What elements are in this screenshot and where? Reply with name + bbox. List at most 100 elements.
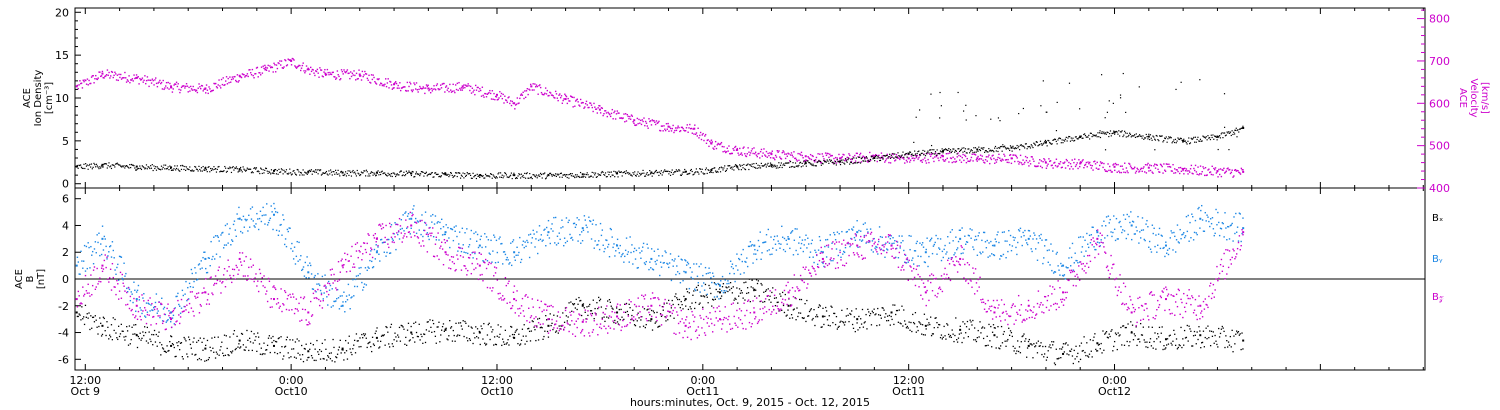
density-sample [814,159,816,162]
velocity-sample [504,95,506,97]
density-sample [683,171,685,173]
bx-point [856,318,859,321]
density-sample [1157,138,1159,141]
bx-sample [109,334,111,336]
density-sample [671,169,673,171]
bx-sample [125,335,127,338]
density-sample [912,154,914,157]
bx-sample [82,318,84,320]
density-sample [690,168,692,171]
by-sample [196,279,198,281]
density-sample [914,150,916,152]
bx-sample [96,326,98,328]
velocity-sample [783,151,785,153]
density-sample [348,174,350,176]
density-sample [145,167,147,169]
bx-sample [257,336,260,338]
density-sample [539,172,542,174]
density-sample [523,176,525,179]
bx-sample [351,353,353,356]
density-sample [724,165,726,167]
velocity-sample [601,107,604,110]
bx-sample [226,347,228,350]
velocity-sample [356,78,359,80]
velocity-sample [1189,171,1191,173]
velocity-sample [322,76,324,78]
bx-sample [197,339,200,342]
by-sample [213,236,215,238]
density-sample [387,172,389,174]
bx-sample [1238,334,1240,336]
bx-sample [605,308,607,310]
density-sample [1154,139,1157,141]
bx-sample [589,310,592,312]
velocity-sample [270,66,272,69]
density-sample [545,177,547,179]
density-sample [824,161,826,163]
density-sample [241,171,243,173]
bx-sample [1051,341,1053,343]
density-spike [1108,100,1110,102]
by-sample [199,268,202,270]
velocity-sample [599,105,601,107]
velocity-sample [127,80,129,82]
bx-sample [423,333,425,335]
density-sample [82,167,84,170]
density-sample [673,172,675,174]
velocity-sample [548,94,550,97]
velocity-sample [525,90,528,92]
density-sample [340,170,343,172]
density-sample [128,167,130,169]
by-sample [240,219,243,221]
density-sample [547,173,549,176]
velocity-sample [983,161,985,164]
velocity-sample [849,154,851,157]
bx-sample [501,344,503,347]
bx-sample [381,334,384,336]
velocity-y-tick-label: 800 [1429,13,1450,26]
bx-sample [491,331,493,333]
bx-sample [449,319,451,322]
bx-sample [975,340,978,343]
velocity-sample [444,86,447,88]
bx-sample [107,326,109,329]
bx-sample [144,331,147,334]
density-sample [1239,128,1242,130]
velocity-sample [151,78,154,80]
density-sample [583,175,585,177]
density-sample [1074,139,1076,142]
bx-sample [834,312,836,315]
bx-sample [1007,338,1009,341]
density-sample [675,169,677,171]
velocity-sample [434,89,437,91]
velocity-sample [991,155,993,157]
density-sample [485,175,488,177]
bx-sample [826,319,829,321]
density-sample [559,172,562,175]
velocity-sample [994,159,997,161]
velocity-sample [969,159,972,161]
velocity-sample [532,83,534,85]
bx-sample [266,349,268,351]
bx-sample [338,346,341,348]
bx-sample [370,346,372,348]
by-sample [171,317,174,319]
by-sample [396,223,398,225]
velocity-sample [763,148,765,150]
by-sample [425,224,428,226]
velocity-sample [809,158,811,160]
density-sample [761,165,763,167]
bx-point [101,324,104,327]
bx-sample [949,334,952,337]
velocity-sample [507,97,509,99]
by-sample [395,248,397,251]
bx-sample [446,338,448,340]
density-sample [187,168,189,170]
bx-sample [285,339,288,341]
velocity-sample [959,155,962,157]
bx-sample [1078,345,1081,347]
bx-sample [322,357,324,360]
by-sample [297,260,299,262]
velocity-sample [1184,167,1186,170]
density-sample [396,173,398,175]
